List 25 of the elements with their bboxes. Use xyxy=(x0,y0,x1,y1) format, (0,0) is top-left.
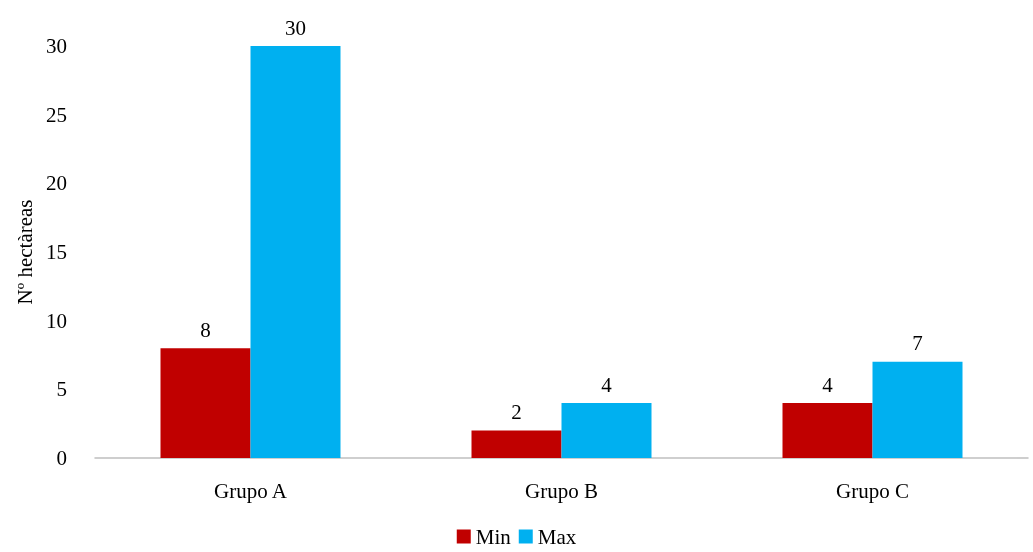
data-label: 30 xyxy=(285,15,306,40)
bar xyxy=(872,361,963,458)
bar xyxy=(561,403,652,458)
y-tick-label: 15 xyxy=(46,240,67,264)
data-label: 4 xyxy=(822,372,834,397)
bar xyxy=(782,403,873,458)
y-tick-label: 0 xyxy=(56,446,67,470)
y-tick-label: 20 xyxy=(46,171,67,196)
y-tick-label: 30 xyxy=(46,34,67,58)
y-tick-label: 25 xyxy=(46,102,67,127)
legend-label: Max xyxy=(537,524,577,549)
bar xyxy=(250,46,341,458)
x-tick-label: Grupo C xyxy=(836,478,909,503)
y-tick-label: 10 xyxy=(46,308,67,333)
y-tick-label: 5 xyxy=(56,377,67,402)
x-tick-label: Grupo B xyxy=(525,478,598,503)
x-tick-label: Grupo A xyxy=(214,478,288,503)
legend-label: Min xyxy=(475,524,512,549)
data-label: 2 xyxy=(511,400,522,425)
bar xyxy=(471,430,562,458)
y-axis-title: Nº hectàreas xyxy=(12,199,37,305)
data-label: 8 xyxy=(200,317,211,342)
data-label: 4 xyxy=(601,372,613,397)
data-label: 7 xyxy=(912,331,923,356)
bar xyxy=(160,348,251,458)
